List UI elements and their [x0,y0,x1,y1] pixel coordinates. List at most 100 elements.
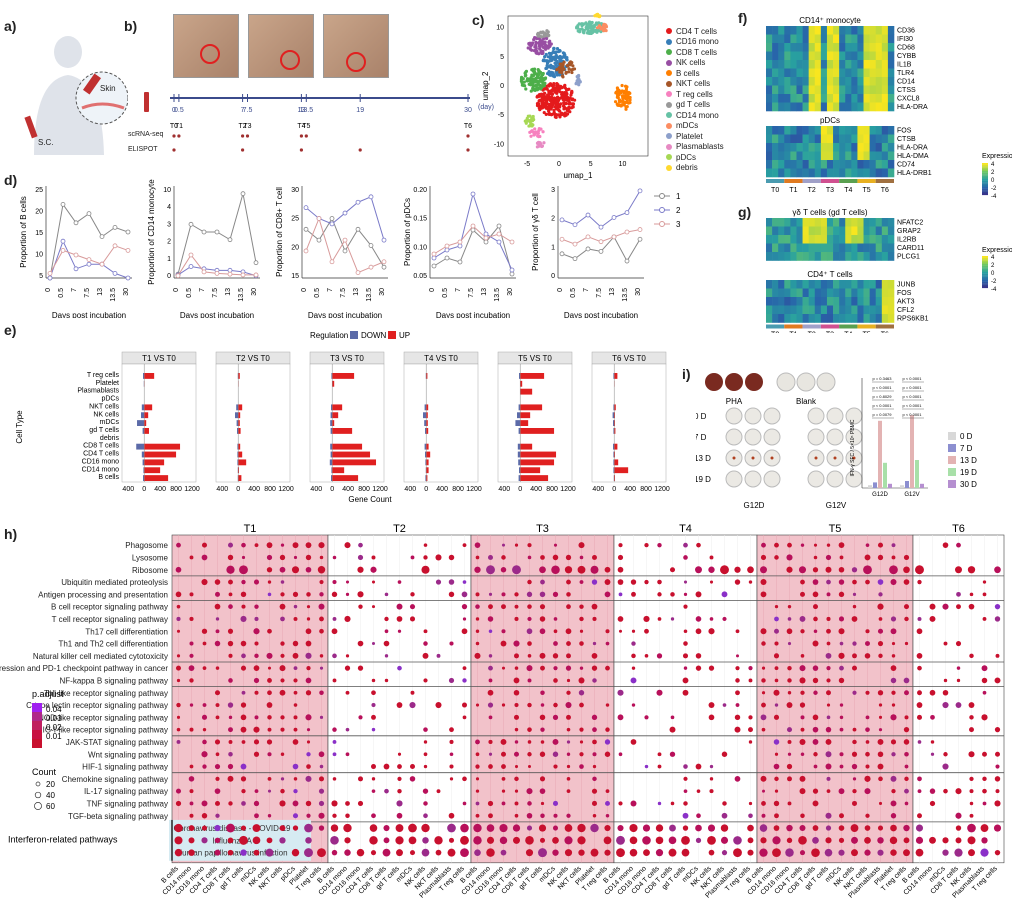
pathway-dot [616,848,625,858]
down-bar [236,420,239,426]
heatmap-cell [881,218,889,227]
pathway-dot [785,848,794,857]
heatmap-cell [802,252,809,261]
heatmap-cell [772,243,779,253]
pathway-dot [280,616,285,622]
umap-ytick: -5 [498,112,504,119]
pathway-dot [865,641,870,647]
timepoint-label: T0 [170,123,178,130]
pathway-dot [813,752,818,757]
pathway-dot [994,616,1001,622]
umap-point [536,94,541,99]
timeline-day-label: 0.5 [174,107,184,114]
pathway-dot [917,740,922,744]
pathway-dot [824,848,833,857]
heatmap-cell [778,235,785,244]
heatmap-cell [887,226,895,236]
pathway-dot [733,848,742,858]
pathway-dot [916,714,923,720]
heatmap-cell [826,305,834,315]
umap-point [543,47,548,51]
elispot-dot [299,148,303,152]
y-tick-label: 0 [551,273,555,280]
pathway-dot [735,690,740,696]
heatmap-cell [802,77,809,86]
pathway-dot [566,777,571,781]
pathway-dot [812,836,819,844]
umap-point [553,86,558,91]
umap-point [531,73,535,77]
pathway-dot [877,579,884,585]
pathway-dot [189,653,194,658]
down-bar [331,467,333,474]
pathway-dot [591,714,598,721]
pathway-dot [799,825,806,832]
pathway-dot [332,653,337,659]
heatmap-cell [839,77,846,86]
pathway-dot [786,628,793,635]
heatmap-cell [869,26,877,35]
heatmap-cell [808,226,816,236]
x-tick-label: 400 [310,486,322,493]
pathway-dot [188,776,195,782]
y-tick-label: 2 [167,239,171,246]
pathway-dot [629,836,638,845]
pathway-dot [435,702,442,709]
down-bar [613,459,615,466]
pathway-dot [514,666,519,670]
heatmap-cell [808,160,816,169]
legend-gradient-step [982,188,988,191]
pathway-dot [475,604,480,609]
series-point [585,234,591,240]
heatmap-cell [887,235,895,244]
pathway-dot [681,835,690,845]
pathway-dot [241,690,246,695]
pathway-dot [864,825,871,831]
heatmap-cell [839,68,846,78]
up-bar [426,443,429,450]
pathway-dot [552,738,559,745]
pathway-dot [747,837,754,844]
pathway-dot [838,677,845,684]
pathway-dot [214,579,221,585]
heatmap-cell [857,168,864,178]
heatmap-cell [887,288,895,298]
pathway-dot [252,824,261,833]
pathway-dot [891,555,896,560]
pathway-dot [917,665,922,671]
pathway-dot [642,836,651,845]
group-panel [756,534,914,864]
pathway-dot [319,592,324,597]
pathway-dot [787,776,792,782]
pathway-dot [293,666,298,671]
pathway-dot [449,764,454,769]
cell-type-label: Platelet [96,380,119,387]
pathway-dot [176,542,181,548]
pathway-dot [318,751,325,758]
pathway-dot [564,824,573,832]
heatmap-cell [796,26,803,35]
pathway-dot [318,776,325,782]
pathway-dot [878,617,883,621]
umap-point [529,129,534,133]
pathway-dot [331,591,338,598]
up-bar [520,451,557,458]
pathway-dot [410,764,415,770]
heatmap-cell [772,94,779,103]
pathway-dot [929,836,936,844]
pathway-dot [214,603,221,610]
pathway-dot [267,628,272,634]
panel-letter-g: g) [738,204,752,220]
facet-title: T4 VS T0 [424,354,458,363]
umap-point [602,29,606,33]
heatmap-cell [869,85,877,95]
pathway-dot [422,788,429,794]
heatmap-cell [875,226,883,236]
pathway-dot [839,715,844,720]
pathway-dot [955,566,962,574]
up-bar [520,388,533,395]
pathway-dot [488,604,493,610]
pathway-dot [631,591,636,597]
legend-gradient-step [982,257,988,260]
pathway-dot [566,764,571,769]
